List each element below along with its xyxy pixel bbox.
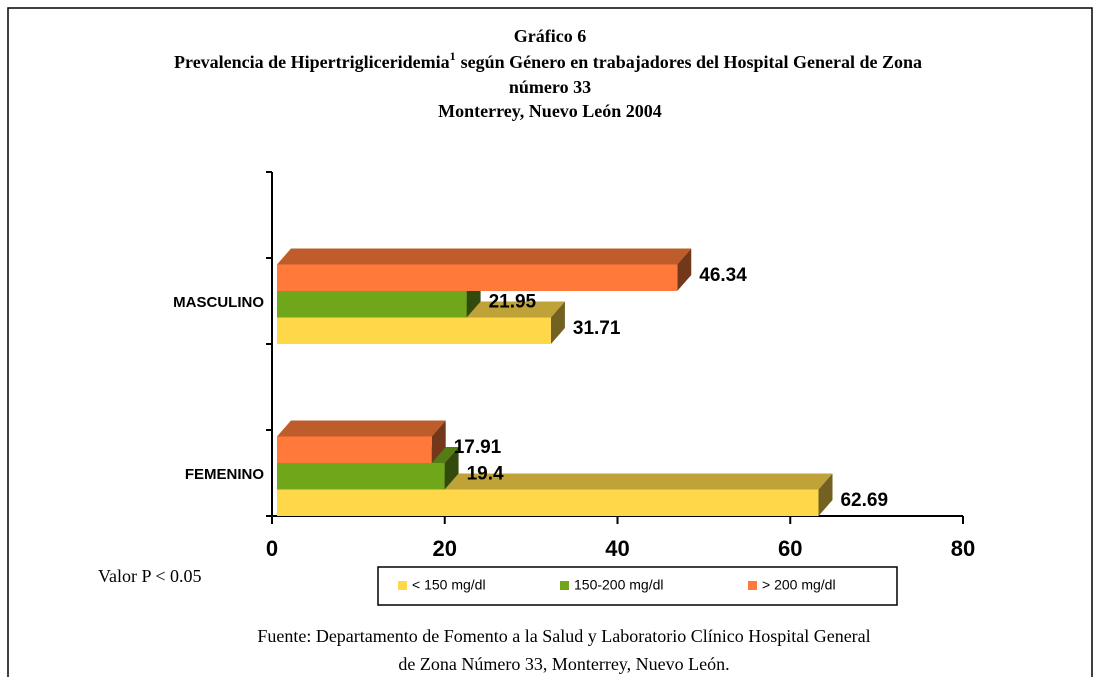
- bar: [277, 463, 445, 490]
- bar-side: [444, 447, 459, 490]
- frame: [7, 7, 1093, 677]
- chart-subtitle: Prevalencia de Hipertrigliceridemia1 segú…: [174, 49, 922, 72]
- source: Fuente: Departamento de Fomento a la Sal…: [257, 626, 870, 646]
- legend-swatch: [748, 581, 757, 590]
- legend: [377, 566, 898, 606]
- legend-swatch: [560, 581, 569, 590]
- bar: [277, 264, 678, 291]
- chart-subtitle: número 33: [509, 77, 591, 97]
- chart-subtitle: Monterrey, Nuevo León 2004: [438, 101, 662, 121]
- bar: [277, 291, 467, 318]
- x-tick-label: 80: [951, 536, 975, 561]
- bar: [277, 436, 432, 463]
- value-label: 31.71: [573, 318, 621, 339]
- value-label: 19.4: [467, 463, 504, 484]
- legend-label: < 150 mg/dl: [412, 577, 486, 593]
- y-tick-label: FEMENINO: [185, 466, 265, 483]
- bar-side: [818, 473, 833, 516]
- bar-top: [277, 248, 692, 265]
- subtitle-part: según Género en trabajadores del Hospita…: [461, 52, 922, 72]
- bar: [277, 317, 551, 344]
- x-tick-label: 40: [605, 536, 629, 561]
- bar-side: [677, 248, 692, 291]
- source: de Zona Número 33, Monterrey, Nuevo León…: [398, 654, 729, 674]
- annotation: Valor P < 0.05: [98, 566, 201, 586]
- legend-swatch: [398, 581, 407, 590]
- bar-side: [550, 301, 565, 344]
- legend-label: > 200 mg/dl: [762, 577, 836, 593]
- x-tick-label: 60: [778, 536, 802, 561]
- x-tick-label: 0: [266, 536, 278, 561]
- bar-top: [277, 420, 446, 437]
- value-label: 62.69: [840, 490, 888, 511]
- value-label: 17.91: [454, 437, 502, 458]
- x-tick-label: 20: [433, 536, 457, 561]
- bar: [277, 489, 819, 516]
- chart-title: Gráfico 6: [514, 26, 586, 46]
- value-label: 46.34: [699, 265, 747, 286]
- legend-label: 150-200 mg/dl: [574, 577, 664, 593]
- y-tick-label: MASCULINO: [173, 294, 264, 311]
- value-label: 21.95: [489, 291, 537, 312]
- subtitle-part: Prevalencia de Hipertrigliceridemia: [174, 52, 450, 72]
- bar-side: [431, 420, 446, 463]
- footnote-mark: 1: [450, 49, 456, 63]
